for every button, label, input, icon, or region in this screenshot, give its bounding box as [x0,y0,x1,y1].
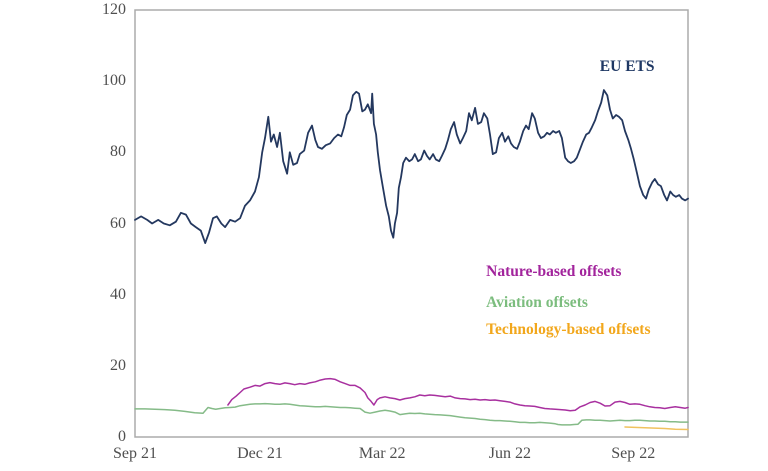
series-label-nature-based-offsets: Nature-based offsets [486,262,622,280]
line-series-technology-based-offsets [624,426,689,431]
plot-border [134,9,689,438]
x-axis-tick-label: Sep 21 [113,445,157,462]
series-label-aviation-offsets: Aviation offsets [486,293,588,311]
y-axis-tick-label: 40 [110,285,126,303]
line-series-nature-based-offsets [227,377,689,412]
y-axis-tick-label: 0 [118,428,126,445]
series-label-eu-ets: EU ETS [599,57,655,75]
x-axis-tick-label: Jun 22 [488,445,532,462]
series-label-technology-based-offsets: Technology-based offsets [486,320,651,338]
y-axis-tick-label: 120 [102,1,126,18]
x-axis-tick-label: Sep 22 [611,445,656,462]
y-axis-tick-label: 100 [102,72,126,90]
line-series-eu-ets [134,89,689,245]
line-series-aviation-offsets [134,402,689,426]
y-axis-tick-label: 20 [110,356,126,374]
y-axis-tick-label: 80 [110,143,126,161]
y-axis-tick-label: 60 [110,214,126,232]
x-axis-tick-label: Mar 22 [358,445,406,462]
x-axis-tick-label: Dec 21 [237,445,283,462]
